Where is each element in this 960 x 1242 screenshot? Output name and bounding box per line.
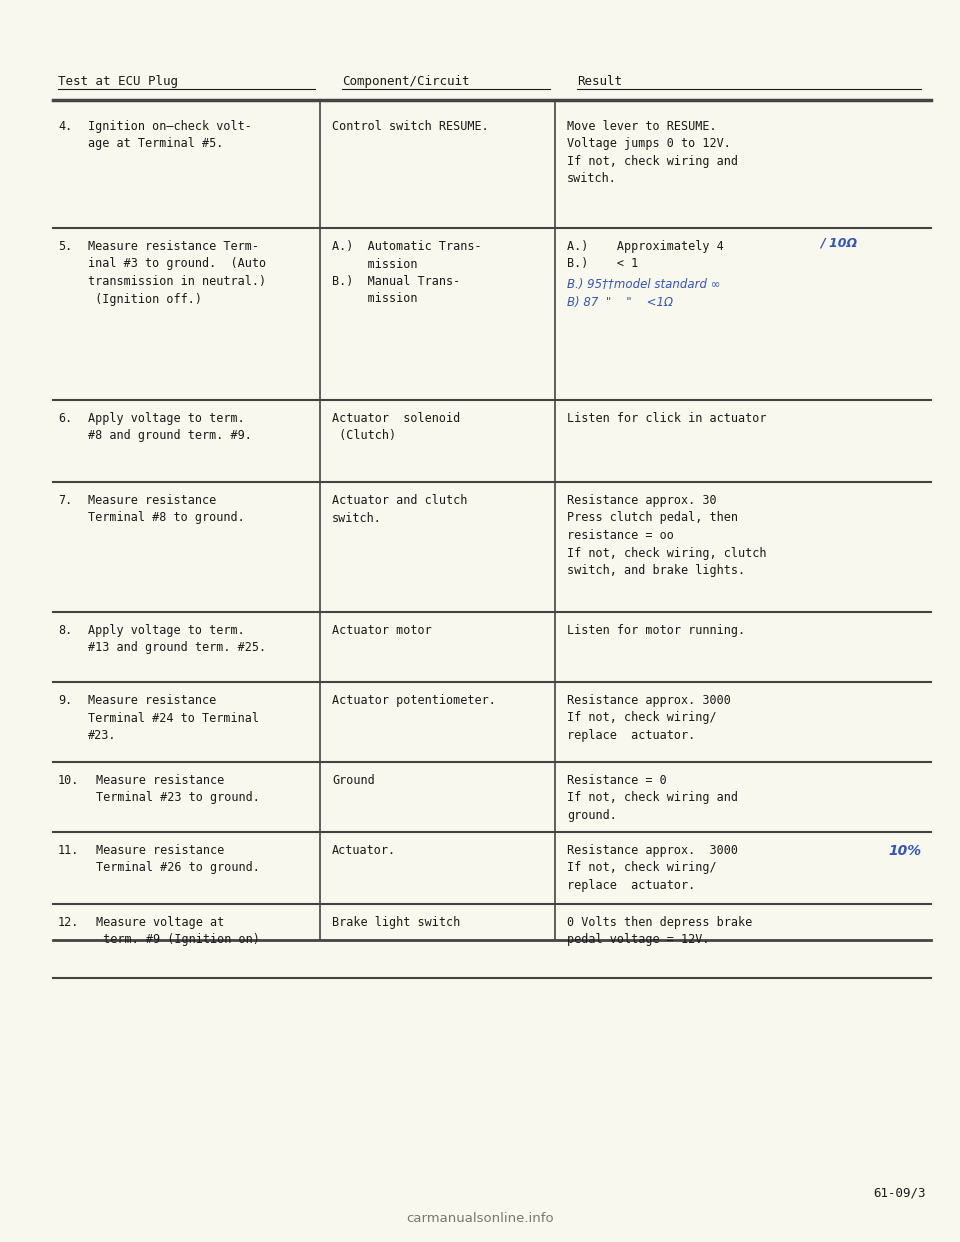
Text: Result: Result — [577, 75, 622, 88]
Text: Actuator.: Actuator. — [332, 845, 396, 857]
Text: 12.: 12. — [58, 917, 80, 929]
Text: Measure resistance
Terminal #24 to Terminal
#23.: Measure resistance Terminal #24 to Termi… — [88, 694, 259, 741]
Text: Apply voltage to term.
#13 and ground term. #25.: Apply voltage to term. #13 and ground te… — [88, 623, 266, 655]
Text: Actuator and clutch
switch.: Actuator and clutch switch. — [332, 494, 468, 524]
Text: Listen for motor running.: Listen for motor running. — [567, 623, 745, 637]
Text: Resistance approx. 3000
If not, check wiring/
replace  actuator.: Resistance approx. 3000 If not, check wi… — [567, 694, 731, 741]
Text: 5.: 5. — [58, 240, 72, 253]
Text: Actuator  solenoid
 (Clutch): Actuator solenoid (Clutch) — [332, 412, 460, 442]
Text: 7.: 7. — [58, 494, 72, 507]
Text: 61-09/3: 61-09/3 — [874, 1187, 926, 1200]
Text: carmanualsonline.info: carmanualsonline.info — [406, 1212, 554, 1225]
Text: Test at ECU Plug: Test at ECU Plug — [58, 75, 178, 88]
Text: A.)  Automatic Trans-
     mission
B.)  Manual Trans-
     mission: A.) Automatic Trans- mission B.) Manual … — [332, 240, 482, 306]
Text: B) 87  "    "    <1Ω: B) 87 " " <1Ω — [567, 296, 673, 309]
Text: Actuator potentiometer.: Actuator potentiometer. — [332, 694, 496, 707]
Text: A.)    Approximately 4
B.)    < 1: A.) Approximately 4 B.) < 1 — [567, 240, 724, 271]
Text: Measure resistance Term-
inal #3 to ground.  (Auto
transmission in neutral.)
 (I: Measure resistance Term- inal #3 to grou… — [88, 240, 266, 306]
Text: 10%: 10% — [888, 845, 922, 858]
Text: Component/Circuit: Component/Circuit — [342, 75, 469, 88]
Text: 8.: 8. — [58, 623, 72, 637]
Text: Measure resistance
Terminal #23 to ground.: Measure resistance Terminal #23 to groun… — [96, 774, 260, 805]
Text: Brake light switch: Brake light switch — [332, 917, 460, 929]
Text: Resistance = 0
If not, check wiring and
ground.: Resistance = 0 If not, check wiring and … — [567, 774, 738, 822]
Text: 6.: 6. — [58, 412, 72, 425]
Text: Measure voltage at
 term. #9 (Ignition on): Measure voltage at term. #9 (Ignition on… — [96, 917, 260, 946]
Text: Resistance approx. 30
Press clutch pedal, then
resistance = oo
If not, check wir: Resistance approx. 30 Press clutch pedal… — [567, 494, 766, 578]
Text: Measure resistance
Terminal #8 to ground.: Measure resistance Terminal #8 to ground… — [88, 494, 245, 524]
Text: Listen for click in actuator: Listen for click in actuator — [567, 412, 766, 425]
Text: Actuator motor: Actuator motor — [332, 623, 432, 637]
Text: / 10Ω: / 10Ω — [820, 236, 857, 248]
Text: 4.: 4. — [58, 120, 72, 133]
Text: Ground: Ground — [332, 774, 374, 787]
Text: Ignition on—check volt-
age at Terminal #5.: Ignition on—check volt- age at Terminal … — [88, 120, 252, 150]
Text: B.) 95††model standard ∞: B.) 95††model standard ∞ — [567, 278, 721, 291]
Text: Control switch RESUME.: Control switch RESUME. — [332, 120, 489, 133]
Text: Apply voltage to term.
#8 and ground term. #9.: Apply voltage to term. #8 and ground ter… — [88, 412, 252, 442]
Text: 10.: 10. — [58, 774, 80, 787]
Text: 11.: 11. — [58, 845, 80, 857]
Text: 0 Volts then depress brake
pedal voltage = 12V.: 0 Volts then depress brake pedal voltage… — [567, 917, 753, 946]
Text: Measure resistance
Terminal #26 to ground.: Measure resistance Terminal #26 to groun… — [96, 845, 260, 874]
Text: Move lever to RESUME.
Voltage jumps 0 to 12V.
If not, check wiring and
switch.: Move lever to RESUME. Voltage jumps 0 to… — [567, 120, 738, 185]
Text: Resistance approx.  3000
If not, check wiring/
replace  actuator.: Resistance approx. 3000 If not, check wi… — [567, 845, 738, 892]
Text: 9.: 9. — [58, 694, 72, 707]
